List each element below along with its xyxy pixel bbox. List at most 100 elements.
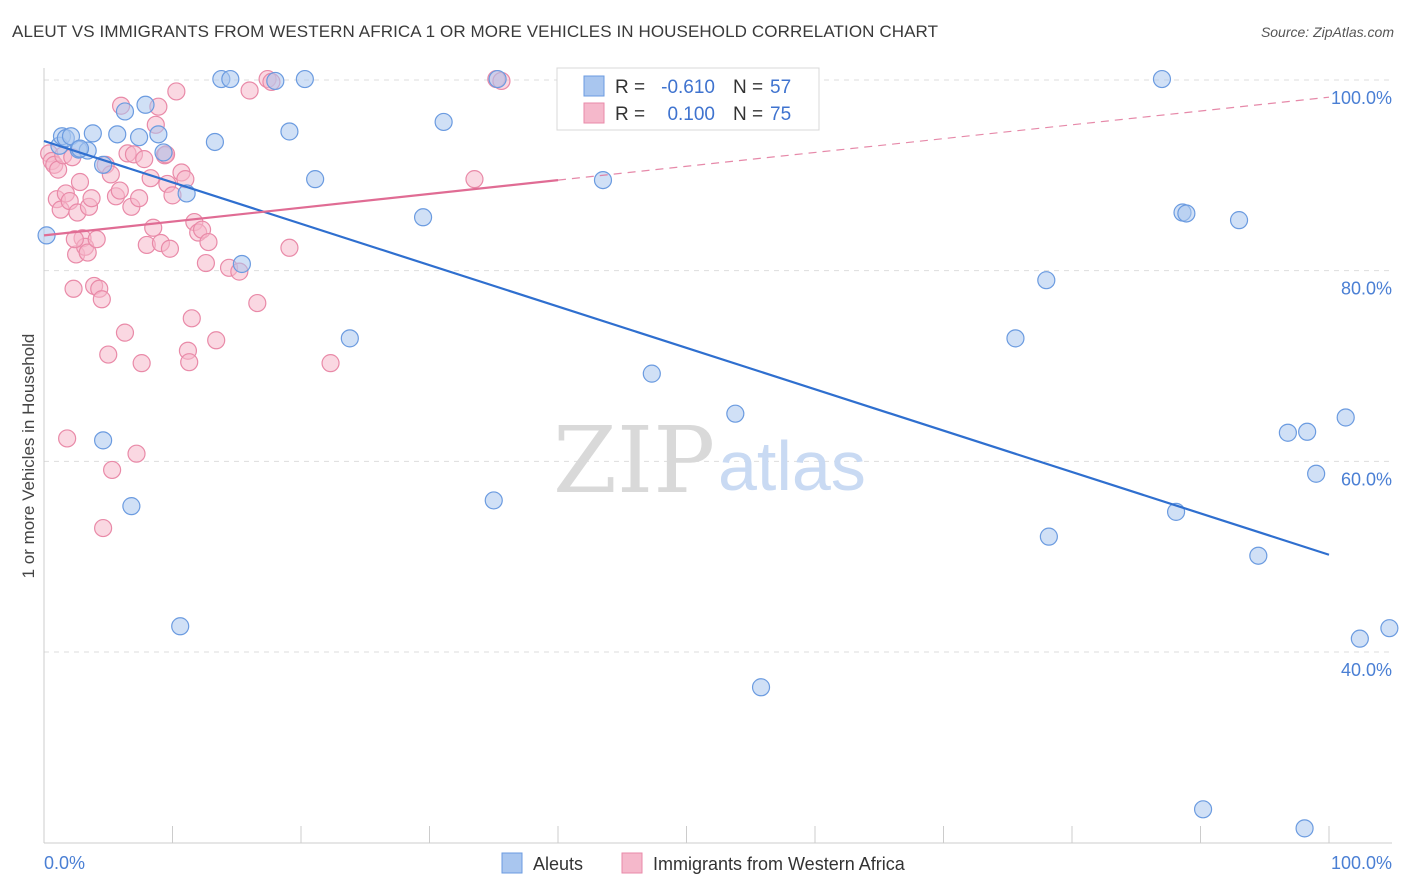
immigrants-point-72 bbox=[180, 353, 199, 372]
aleuts-point-9 bbox=[108, 125, 127, 144]
aleuts-point-24 bbox=[340, 329, 359, 348]
immigrants-point-23 bbox=[92, 290, 111, 309]
immigrants-trend-dashed bbox=[557, 96, 1330, 181]
x-tick-label-max: 100.0% bbox=[1331, 853, 1392, 873]
x-tick-label-min: 0.0% bbox=[44, 853, 85, 873]
immigrants-point-74 bbox=[65, 230, 84, 249]
aleuts-point-34 bbox=[1006, 329, 1025, 348]
stats-r-label-pink: R = bbox=[615, 104, 645, 125]
aleuts-point-10 bbox=[115, 102, 135, 121]
trend-lines bbox=[43, 96, 1330, 556]
stats-n-value-pink: 75 bbox=[770, 104, 791, 125]
immigrants-point-66 bbox=[280, 238, 299, 257]
immigrants-point-36 bbox=[129, 189, 149, 208]
stats-n-label-blue: N = bbox=[733, 77, 763, 98]
aleuts-point-43 bbox=[1249, 546, 1268, 565]
immigrants-point-68 bbox=[465, 170, 484, 189]
immigrants-point-31 bbox=[115, 323, 135, 342]
stats-swatch-pink bbox=[583, 102, 605, 124]
aleuts-point-19 bbox=[232, 254, 251, 274]
immigrants-point-27 bbox=[103, 460, 122, 480]
aleuts-point-42 bbox=[1229, 211, 1249, 230]
aleuts-point-54 bbox=[122, 497, 141, 516]
aleuts-point-7 bbox=[83, 124, 102, 143]
aleuts-point-37 bbox=[1152, 69, 1172, 89]
stats-n-value-blue: 57 bbox=[770, 77, 791, 98]
y-tick-label-3: 40.0% bbox=[1341, 660, 1392, 680]
watermark-zip: ZIP bbox=[553, 407, 715, 514]
immigrants-point-59 bbox=[207, 331, 226, 350]
aleuts-point-27 bbox=[484, 491, 503, 510]
immigrants-trend-solid bbox=[43, 179, 559, 237]
immigrants-point-38 bbox=[135, 150, 154, 169]
aleuts-point-18 bbox=[221, 69, 240, 89]
aleuts-point-26 bbox=[434, 112, 453, 132]
immigrants-point-53 bbox=[182, 309, 201, 328]
immigrants-point-35 bbox=[127, 444, 146, 463]
immigrants-point-41 bbox=[144, 218, 163, 237]
immigrants-point-47 bbox=[160, 239, 180, 258]
aleuts-point-29 bbox=[593, 171, 613, 190]
aleuts-point-28 bbox=[488, 69, 507, 89]
aleuts-point-44 bbox=[1278, 423, 1297, 442]
watermark-atlas: atlas bbox=[718, 427, 866, 505]
aleuts-point-31 bbox=[726, 404, 745, 423]
chart-title: ALEUT VS IMMIGRANTS FROM WESTERN AFRICA … bbox=[12, 22, 939, 41]
aleuts-point-14 bbox=[154, 143, 173, 162]
immigrants-point-21 bbox=[87, 230, 106, 249]
chart-source: Source: ZipAtlas.com bbox=[1260, 24, 1394, 40]
y-tick-label-0: 100.0% bbox=[1331, 88, 1392, 108]
aleuts-trend-line bbox=[43, 139, 1330, 556]
grid-lines bbox=[44, 79, 1392, 653]
y-tick-labels: 100.0% 80.0% 60.0% 40.0% bbox=[1331, 88, 1392, 680]
legend-label-aleuts: Aleuts bbox=[533, 854, 583, 874]
aleuts-point-30 bbox=[642, 364, 661, 383]
immigrants-point-17 bbox=[78, 243, 97, 262]
immigrants-point-29 bbox=[110, 181, 129, 200]
aleuts-point-36 bbox=[1039, 527, 1058, 546]
immigrants-point-63 bbox=[248, 293, 267, 313]
stats-n-label-pink: N = bbox=[733, 104, 763, 125]
immigrants-point-19 bbox=[82, 189, 101, 208]
stats-box: R = -0.610 N = 57 R = 0.100 N = 75 bbox=[556, 67, 820, 131]
immigrants-point-8 bbox=[58, 429, 77, 448]
immigrants-point-57 bbox=[196, 253, 216, 273]
stats-r-value-pink: 0.100 bbox=[667, 104, 715, 125]
legend-swatch-immigrants bbox=[621, 852, 643, 874]
aleuts-point-12 bbox=[136, 95, 155, 114]
aleuts-point-21 bbox=[280, 122, 299, 141]
stats-r-label-blue: R = bbox=[615, 77, 645, 98]
aleuts-point-4 bbox=[61, 127, 81, 146]
y-axis-label: 1 or more Vehicles in Household bbox=[19, 334, 38, 579]
stats-swatch-blue bbox=[583, 75, 605, 97]
immigrants-point-37 bbox=[132, 354, 151, 373]
y-tick-label-2: 60.0% bbox=[1341, 469, 1392, 489]
aleuts-point-16 bbox=[205, 132, 225, 152]
immigrants-point-25 bbox=[99, 345, 118, 364]
legend-swatch-aleuts bbox=[501, 852, 523, 874]
aleuts-point-20 bbox=[266, 71, 285, 91]
x-tick-marks bbox=[43, 826, 1330, 843]
aleuts-point-40 bbox=[1177, 204, 1196, 223]
aleuts-point-46 bbox=[1298, 422, 1317, 441]
aleuts-point-41 bbox=[1193, 800, 1213, 819]
immigrants-point-71 bbox=[94, 518, 113, 538]
aleuts-point-35 bbox=[1037, 271, 1056, 290]
aleuts-point-48 bbox=[1336, 408, 1355, 427]
immigrants-point-58 bbox=[199, 232, 218, 252]
y-tick-label-1: 80.0% bbox=[1341, 279, 1392, 299]
immigrants-point-14 bbox=[70, 172, 90, 192]
aleuts-point-11 bbox=[129, 128, 149, 147]
aleuts-point-53 bbox=[94, 431, 113, 450]
immigrants-point-67 bbox=[321, 354, 340, 373]
legend-label-immigrants: Immigrants from Western Africa bbox=[653, 854, 906, 874]
legend: Aleuts Immigrants from Western Africa bbox=[501, 852, 906, 874]
aleuts-point-55 bbox=[171, 617, 190, 636]
aleuts-point-25 bbox=[413, 208, 433, 227]
series-aleuts-points bbox=[37, 69, 1399, 838]
aleuts-point-23 bbox=[306, 170, 325, 189]
immigrants-point-49 bbox=[167, 82, 186, 101]
aleuts-point-13 bbox=[149, 125, 168, 144]
immigrants-point-11 bbox=[64, 279, 83, 298]
